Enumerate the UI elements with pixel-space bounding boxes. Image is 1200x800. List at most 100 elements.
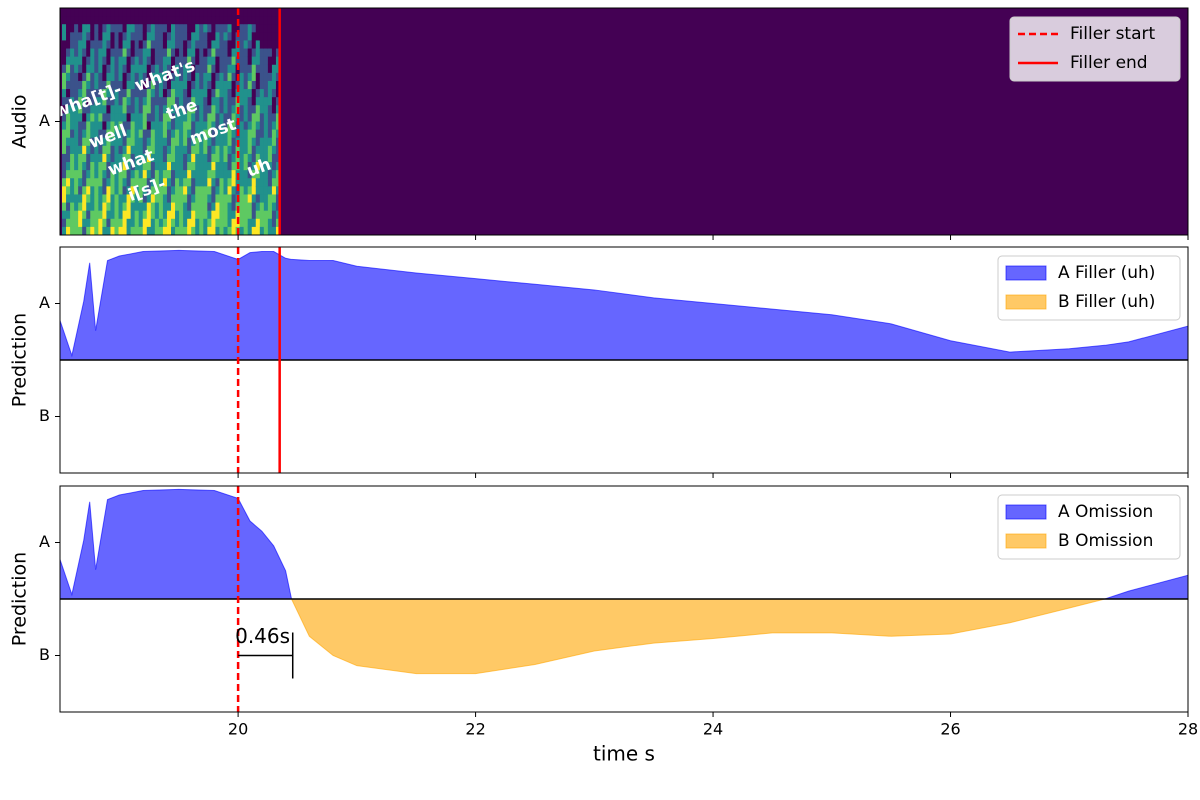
frame (59, 485, 1189, 713)
spectrogram-cell (243, 121, 249, 131)
spectrogram-cell (223, 56, 229, 66)
spectrogram-cell (142, 72, 148, 82)
spectrogram-cell (191, 80, 196, 90)
spectrogram-cell (154, 137, 160, 147)
spectrogram-cell (94, 113, 99, 122)
spectrogram-cell (118, 194, 124, 204)
spectrogram-cell (66, 226, 71, 235)
spectrogram-cell (62, 80, 67, 90)
spectrogram-cell (86, 105, 91, 114)
spectrogram-cell (106, 48, 111, 58)
spectrogram-cell (150, 48, 156, 58)
spectrogram-cell (239, 121, 245, 131)
spectrogram-cell (227, 40, 233, 50)
spectrogram-cell (199, 202, 204, 212)
spectrogram-cell (106, 24, 111, 33)
spectrogram-cell (251, 113, 257, 122)
spectrogram-cell (227, 113, 233, 122)
spectrogram-cell (94, 153, 99, 163)
spectrogram-cell (271, 56, 277, 66)
spectrogram-cell (158, 218, 164, 228)
spectrogram-cell (130, 8, 136, 17)
spectrogram-cell (70, 194, 75, 204)
spectrogram-cell (231, 194, 237, 204)
spectrogram-cell (98, 218, 103, 228)
spectrogram-cell (78, 170, 83, 179)
spectrogram-cell (166, 8, 172, 17)
spectrogram-cell (118, 210, 124, 220)
spectrogram-cell (271, 32, 277, 41)
spectrogram-cell (231, 137, 237, 147)
spectrogram-cell (166, 97, 172, 106)
spectrogram-cell (243, 24, 249, 33)
spectrogram-cell (239, 218, 245, 228)
spectrogram-cell (171, 194, 176, 204)
spectrogram-cell (183, 178, 188, 187)
spectrogram-cell (231, 16, 237, 25)
spectrogram-cell (90, 186, 95, 195)
spectrogram-cell (134, 97, 140, 106)
spectrogram-cell (94, 121, 99, 131)
spectrogram-cell (183, 24, 188, 33)
spectrogram-cell (82, 89, 87, 98)
spectrogram-cell (223, 129, 229, 139)
spectrogram-cell (138, 64, 144, 74)
spectrogram-cell (130, 64, 136, 74)
spectrogram-cell (78, 97, 83, 106)
spectrogram-cell (98, 89, 103, 98)
spectrogram-cell (142, 202, 148, 212)
spectrogram-cell (146, 48, 152, 58)
spectrogram-cell (122, 40, 128, 50)
spectrogram-cell (231, 226, 237, 235)
spectrogram-cell (162, 89, 168, 98)
spectrogram-cell (114, 186, 120, 195)
spectrogram-cell (150, 170, 156, 179)
spectrogram-cell (275, 226, 281, 235)
spectrogram-cell (183, 64, 188, 74)
spectrogram-cell (62, 210, 67, 220)
spectrogram-cell (90, 121, 95, 131)
spectrogram-cell (94, 24, 99, 33)
spectrogram-cell (247, 129, 253, 139)
spectrogram-cell (114, 40, 120, 50)
spectrogram-cell (215, 97, 220, 106)
legend-label: B Filler (uh) (1058, 292, 1155, 312)
spectrogram-cell (134, 48, 140, 58)
spectrogram-cell (142, 194, 148, 204)
spectrogram-cell (203, 8, 208, 17)
spectrogram-cell (267, 48, 273, 58)
spectrogram-cell (130, 72, 136, 82)
spectrogram-cell (199, 64, 204, 74)
spectrogram-cell (78, 145, 83, 155)
spectrogram-cell (114, 145, 120, 155)
spectrogram-cell (110, 24, 115, 33)
spectrogram-cell (114, 80, 120, 90)
spectrogram-cell (203, 194, 208, 204)
spectrogram-cell (162, 186, 168, 195)
spectrogram-cell (203, 137, 208, 147)
spectrogram-cell (102, 64, 107, 74)
spectrogram-cell (251, 194, 257, 204)
spectrogram-cell (102, 40, 107, 50)
spectrogram-cell (199, 226, 204, 235)
spectrogram-cell (207, 97, 212, 106)
spectrogram-cell (187, 105, 192, 114)
spectrogram-cell (118, 89, 124, 98)
spectrogram-cell (239, 105, 245, 114)
spectrogram-cell (275, 170, 281, 179)
spectrogram-cell (90, 113, 95, 122)
spectrogram-cell (251, 153, 257, 163)
spectrogram-cell (223, 40, 229, 50)
spectrogram-cell (255, 218, 261, 228)
spectrogram-cell (98, 202, 103, 212)
spectrogram-cell (183, 89, 188, 98)
spectrogram-cell (231, 113, 237, 122)
spectrogram-cell (110, 40, 115, 50)
spectrogram-cell (74, 137, 79, 147)
spectrogram-cell (126, 24, 132, 33)
spectrogram-cell (106, 194, 111, 204)
spectrogram-cell (211, 218, 216, 228)
spectrogram-cell (122, 113, 128, 122)
spectrogram-cell (122, 89, 128, 98)
spectrogram-cell (106, 226, 111, 235)
